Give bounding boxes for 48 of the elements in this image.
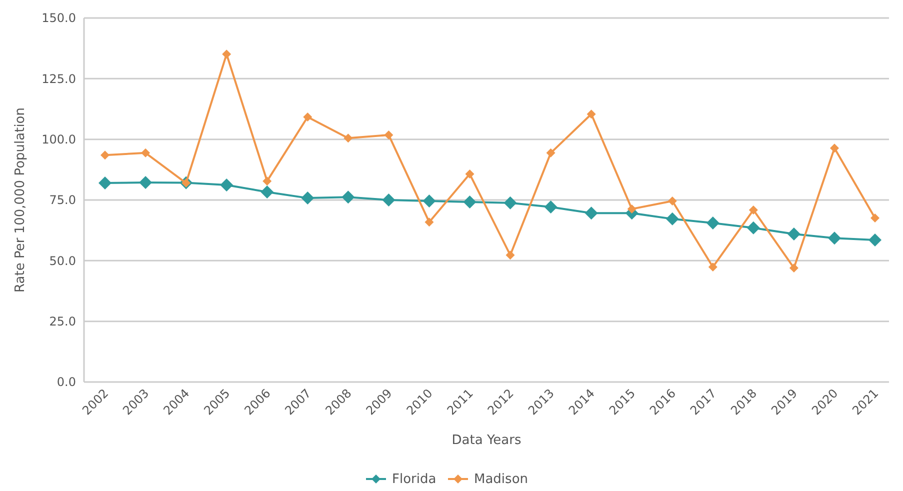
point (627, 204, 636, 214)
point (789, 263, 798, 272)
legend-label: Florida (392, 472, 436, 487)
point (465, 170, 474, 179)
y-tick-label: 50.0 (49, 254, 76, 268)
y-tick-label: 100.0 (42, 132, 76, 147)
point (344, 134, 353, 143)
point (384, 130, 394, 140)
point (463, 195, 476, 208)
point (98, 176, 112, 190)
point (544, 200, 558, 214)
point (706, 216, 720, 230)
y-tick-label: 150.0 (42, 11, 76, 26)
point (787, 227, 800, 240)
y-axis-title: Rate Per 100,000 Population (13, 108, 28, 292)
point (830, 144, 839, 153)
point (301, 192, 314, 205)
point (584, 206, 598, 220)
point (342, 190, 355, 204)
point (260, 185, 274, 198)
point (746, 221, 760, 234)
y-tick-label: 125.0 (42, 72, 76, 86)
point (100, 150, 110, 160)
point (303, 112, 312, 122)
y-tick-label: 25.0 (49, 314, 76, 329)
point (708, 262, 718, 272)
point (382, 194, 396, 206)
legend-label: Madison (474, 472, 528, 487)
x-axis-title: Data Years (452, 433, 522, 448)
point (141, 148, 150, 158)
point (870, 213, 880, 222)
point (424, 218, 434, 227)
point (868, 234, 882, 247)
y-tick-label: 0.0 (56, 375, 76, 390)
point (139, 176, 152, 190)
point (666, 212, 679, 226)
point (546, 148, 556, 158)
point (586, 110, 596, 119)
point (222, 50, 232, 59)
point (504, 196, 517, 210)
point (262, 176, 272, 186)
point (422, 194, 436, 208)
y-tick-label: 75.0 (49, 193, 76, 208)
point (506, 250, 515, 260)
point (220, 178, 234, 192)
point (668, 196, 677, 206)
point (748, 205, 758, 214)
point (828, 232, 841, 245)
